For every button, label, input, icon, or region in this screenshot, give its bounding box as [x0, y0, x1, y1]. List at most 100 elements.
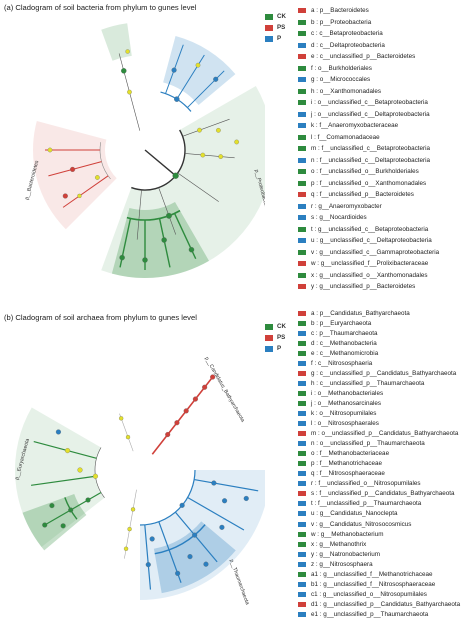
- legend-label: u : g__unclassified_c__Deltaproteobacter…: [311, 237, 432, 245]
- clade-sector-p-inner: [153, 521, 236, 594]
- clade-node: [130, 507, 136, 512]
- legend-label: h : c__unclassified_p__Thaumarchaeota: [311, 379, 425, 387]
- legend-swatch: [298, 561, 306, 567]
- clade-node: [211, 480, 217, 486]
- legend-label: i : o__Methanobacteriales: [311, 389, 384, 397]
- clade-node: [70, 166, 76, 172]
- group-swatch-ck: [265, 13, 273, 20]
- legend-item: h : o__Xanthomonadales: [298, 86, 439, 98]
- clade-node: [175, 570, 181, 576]
- group-key-p: P: [265, 33, 286, 44]
- legend-swatch: [298, 310, 306, 316]
- legend-label: t : f__unclassified_p__Thaumarchaeota: [311, 500, 422, 508]
- group-swatch-p: [265, 35, 273, 42]
- legend-label: x : g__unclassified_o__Xanthomonadales: [311, 271, 428, 279]
- clade-node: [192, 396, 198, 402]
- legend-swatch: [298, 330, 306, 336]
- legend-swatch: [298, 157, 306, 163]
- legend-swatch: [298, 111, 306, 117]
- legend-item: c1 : g__unclassified_o__Nitrosopumilales: [298, 589, 460, 599]
- clade-label-thaumarchaeota: p__Thaumarchaeota: [228, 559, 250, 606]
- clade-node: [125, 434, 131, 440]
- group-swatch-p: [265, 345, 273, 352]
- legend-label: w : g__unclassified_f__Prolixibacteracea…: [311, 260, 429, 268]
- legend-swatch: [298, 203, 306, 209]
- clade-node: [243, 495, 249, 502]
- branch: [94, 447, 105, 498]
- group-key-p: P: [265, 343, 286, 354]
- clade-node: [55, 429, 61, 435]
- legend-swatch: [298, 320, 306, 326]
- clade-node: [192, 532, 198, 538]
- clade-label-bathyarchaeota: p__Candidatus_Bathyarchaeota: [203, 356, 245, 423]
- legend-swatch: [298, 531, 306, 537]
- branch: [158, 218, 171, 268]
- legend-label: y : g__unclassified_p__Bacteroidetes: [311, 283, 416, 291]
- legend-label: i : o__unclassified_c__Betaproteobacteri…: [311, 99, 428, 107]
- legend-label: z : g__Nitrososphaera: [311, 560, 373, 568]
- legend-swatch: [298, 42, 306, 48]
- branch: [144, 524, 152, 590]
- legend-item: r : f__unclassified_o__Nitrosopumilales: [298, 479, 460, 489]
- legend-swatch: [298, 581, 306, 587]
- clade-node: [60, 523, 66, 529]
- clade-node: [197, 127, 202, 133]
- legend-label: m : f__unclassified_c__Betaproteobacteri…: [311, 145, 431, 153]
- clade-sector-ck: [111, 201, 209, 279]
- legend-item: g : o__Micrococcales: [298, 74, 439, 86]
- branch: [126, 209, 181, 221]
- legend-label: d : c__Deltaproteobacteria: [311, 41, 385, 49]
- group-label: P: [277, 345, 282, 352]
- clade-node: [123, 546, 129, 551]
- clade-node: [222, 498, 228, 504]
- clade-node: [172, 172, 179, 179]
- clade-node: [62, 193, 68, 199]
- legend-swatch: [298, 123, 306, 129]
- branch: [158, 187, 177, 235]
- legend-item: d : c__Methanobacteria: [298, 338, 460, 348]
- clade-node: [203, 561, 209, 567]
- legend-swatch: [298, 192, 306, 198]
- legend-swatch: [298, 340, 306, 346]
- legend-item: i : o__unclassified_c__Betaproteobacteri…: [298, 97, 439, 109]
- legend-label: y : g__Natronobacterium: [311, 550, 380, 558]
- clade-node: [165, 431, 171, 438]
- legend-swatch: [298, 54, 306, 60]
- legend-item: j : o__Methanosarcinales: [298, 398, 460, 408]
- legend-label: f : o__Burkholderiales: [311, 64, 372, 72]
- legend-label: j : o__unclassified_c__Deltaproteobacter…: [311, 110, 430, 118]
- clade-node: [85, 497, 91, 503]
- legend-item: x : g__Methanothrix: [298, 539, 460, 549]
- legend-label: s : f__unclassified_p__Candidatus_Bathya…: [311, 490, 455, 498]
- clade-node: [165, 212, 172, 219]
- clade-node: [65, 448, 71, 454]
- legend-item: p : f__unclassified_o__Xanthomonadales: [298, 178, 439, 190]
- legend-swatch: [298, 360, 306, 366]
- group-key-ck: CK: [265, 321, 286, 332]
- group-label: PS: [277, 334, 286, 341]
- clade-node: [119, 416, 124, 421]
- clade-node: [195, 62, 201, 68]
- group-swatch-ps: [265, 334, 273, 341]
- branch: [30, 475, 96, 486]
- legend-swatch: [298, 390, 306, 396]
- legend-swatch: [298, 226, 306, 232]
- legend-label: x : g__Methanothrix: [311, 540, 367, 548]
- legend-swatch: [298, 88, 306, 94]
- branch: [177, 172, 219, 202]
- legend-item: a : p__Bacteroidetes: [298, 5, 439, 17]
- legend-label: k : f__Anaeromyxobacteraceae: [311, 122, 399, 130]
- legend-label: e1 : g__unclassified_p__Thaumarchaeota: [311, 610, 429, 618]
- legend-label: q : f__Nitrososphaeraceae: [311, 470, 385, 478]
- clade-node: [171, 67, 177, 73]
- legend-swatch: [298, 146, 306, 152]
- group-swatch-ck: [265, 323, 273, 330]
- legend-label: b : p__Proteobacteria: [311, 18, 372, 26]
- legend-label: v : g__Candidatus_Nitrosocosmicus: [311, 520, 412, 528]
- legend-item: u : g__unclassified_c__Deltaproteobacter…: [298, 235, 439, 247]
- legend-swatch: [298, 238, 306, 244]
- legend-label: s : g__Nocardioides: [311, 214, 367, 222]
- clade-node: [127, 526, 132, 532]
- legend-label: p : f__Methanotrichaceae: [311, 460, 383, 468]
- legend-swatch: [298, 370, 306, 376]
